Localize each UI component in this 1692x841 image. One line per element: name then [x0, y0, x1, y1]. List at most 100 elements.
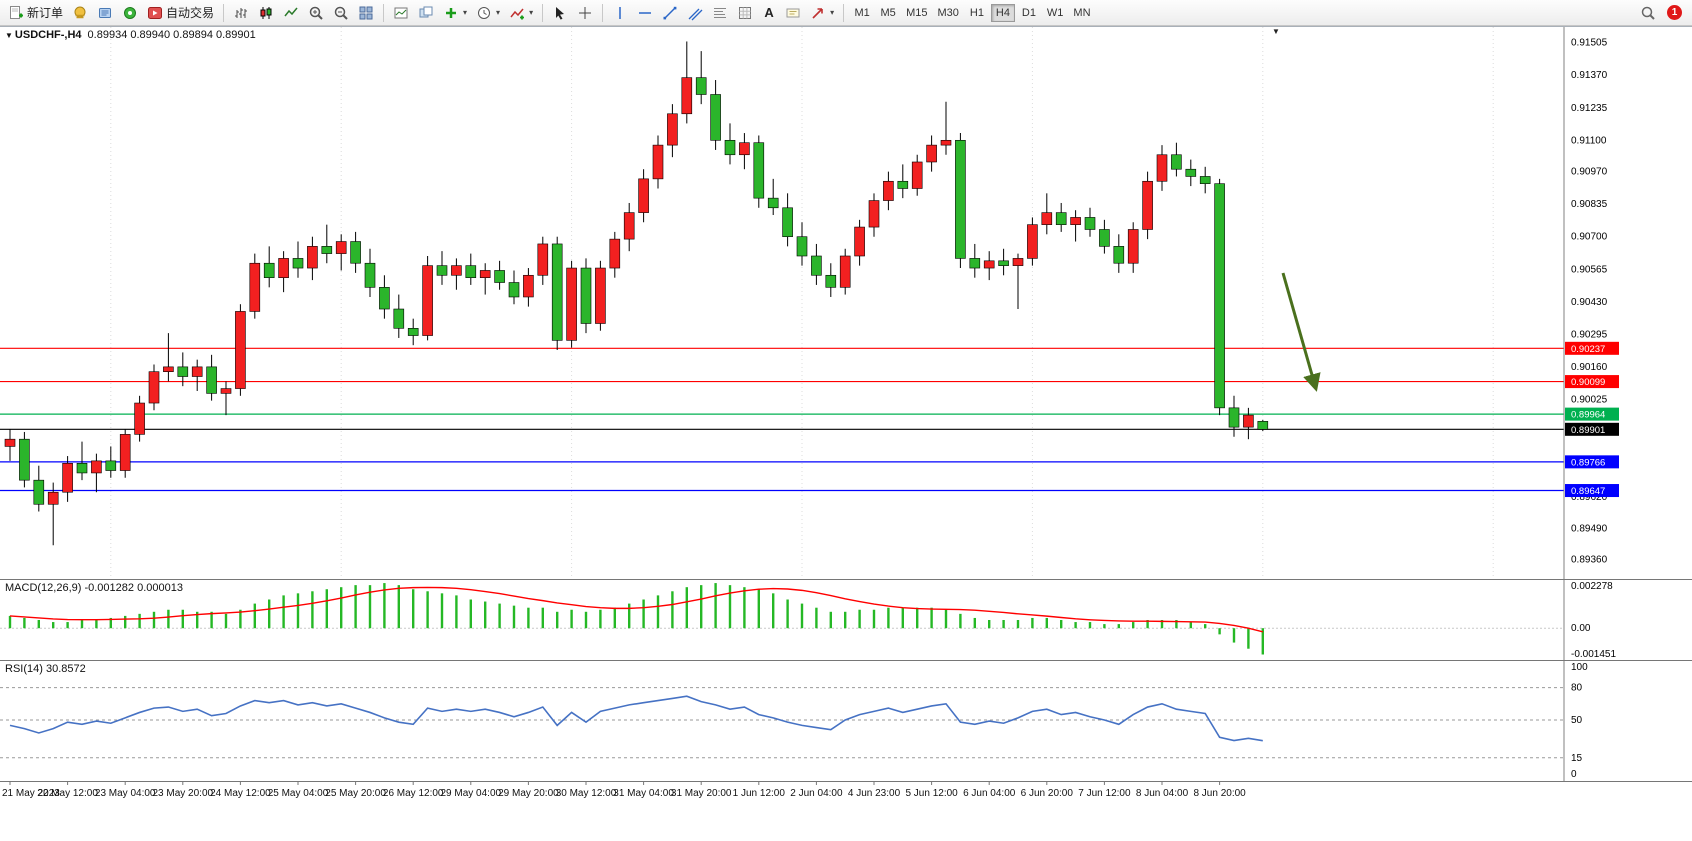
svg-text:30 May 12:00: 30 May 12:00 [556, 788, 617, 799]
cursor-icon [552, 5, 568, 21]
timeframe-M15[interactable]: M15 [902, 4, 931, 22]
new-order-icon [8, 5, 24, 21]
search-button[interactable] [1636, 2, 1660, 24]
timeframe-H1[interactable]: H1 [965, 4, 989, 22]
text-button[interactable]: A [758, 2, 780, 24]
data-window-button[interactable] [93, 2, 117, 24]
shapes-button[interactable] [733, 2, 757, 24]
svg-text:29 May 20:00: 29 May 20:00 [498, 788, 559, 799]
svg-text:0.89766: 0.89766 [1571, 457, 1605, 468]
timeframe-M30[interactable]: M30 [934, 4, 963, 22]
timeframe-group: M1 M5 M15 M30 H1 H4 D1 W1 MN [849, 3, 1095, 22]
bar-chart-button[interactable] [229, 2, 253, 24]
tile-windows-button[interactable] [354, 2, 378, 24]
timeframe-M1[interactable]: M1 [850, 4, 874, 22]
svg-text:0.002278: 0.002278 [1571, 581, 1613, 592]
indicators-dropdown[interactable]: ▾ [505, 2, 537, 24]
timeframe-M5[interactable]: M5 [876, 4, 900, 22]
fibonacci-button[interactable] [708, 2, 732, 24]
svg-text:100: 100 [1571, 662, 1588, 673]
line-chart-button[interactable] [279, 2, 303, 24]
svg-text:0.89647: 0.89647 [1571, 486, 1605, 497]
templates-icon [393, 5, 409, 21]
svg-text:15: 15 [1571, 753, 1583, 764]
toolbar-separator [602, 3, 604, 22]
rsi-pane[interactable]: 100 80 50 15 0 RSI(14) 30.8572 [0, 660, 1692, 781]
horizontal-line-icon [637, 5, 653, 21]
market-watch-button[interactable] [68, 2, 92, 24]
profiles-button[interactable] [414, 2, 438, 24]
chevron-down-icon: ▾ [463, 8, 468, 17]
chart-window: 0.91505 0.91370 0.91235 0.91100 0.90970 0.908… [0, 26, 1692, 841]
zoom-in-button[interactable] [304, 2, 328, 24]
main-toolbar: 新订单 自动交易 ▾ ▾ ▾ A ▾ M1 M5 M15 M30 H1 H4 D1 W1 MN … [0, 0, 1692, 26]
navigator-button[interactable] [118, 2, 142, 24]
timeframe-H4[interactable]: H4 [990, 3, 1015, 22]
timeframe-D1[interactable]: D1 [1017, 4, 1041, 22]
svg-text:21 May 2023: 21 May 2023 [2, 788, 60, 799]
zoom-in-icon [308, 5, 324, 21]
new-chart-dropdown[interactable]: ▾ [439, 2, 471, 24]
indicators-icon [509, 5, 525, 21]
svg-text:0: 0 [1571, 769, 1577, 780]
toolbar-separator [383, 3, 385, 22]
window-collapse-icon[interactable]: ▼ [1272, 27, 1280, 36]
svg-text:0.90237: 0.90237 [1571, 344, 1605, 355]
arrows-dropdown[interactable]: ▾ [806, 2, 838, 24]
svg-text:22 May 12:00: 22 May 12:00 [37, 788, 98, 799]
chevron-down-icon: ▾ [496, 8, 501, 17]
cursor-button[interactable] [548, 2, 572, 24]
svg-text:4 Jun 23:00: 4 Jun 23:00 [848, 788, 901, 799]
tile-windows-icon [358, 5, 374, 21]
crosshair-button[interactable] [573, 2, 597, 24]
autotrading-button[interactable]: 自动交易 [143, 2, 218, 24]
fibonacci-icon [712, 5, 728, 21]
svg-text:0.89490: 0.89490 [1571, 523, 1608, 534]
svg-text:0.90025: 0.90025 [1571, 394, 1608, 405]
autotrading-icon [147, 5, 163, 21]
svg-text:7 Jun 12:00: 7 Jun 12:00 [1078, 788, 1131, 799]
zoom-out-icon [333, 5, 349, 21]
svg-text:0.91235: 0.91235 [1571, 103, 1608, 114]
macd-pane[interactable]: 0.002278 0.00 -0.001451 MACD(12,26,9) -0.0… [0, 579, 1692, 660]
time-axis[interactable]: 21 May 2023 22 May 12:00 23 May 04:00 23 Ma… [0, 781, 1692, 803]
vertical-line-icon [612, 5, 628, 21]
svg-text:0.90295: 0.90295 [1571, 329, 1608, 340]
zoom-out-button[interactable] [329, 2, 353, 24]
text-label-button[interactable] [781, 2, 805, 24]
price-chart-canvas[interactable]: 0.91505 0.91370 0.91235 0.91100 0.90970 0.908… [0, 27, 1692, 579]
periods-dropdown[interactable]: ▾ [472, 2, 504, 24]
svg-text:50: 50 [1571, 715, 1583, 726]
svg-text:0.90160: 0.90160 [1571, 362, 1608, 373]
macd-chart-canvas[interactable]: 0.002278 0.00 -0.001451 [0, 580, 1692, 660]
svg-text:0.91370: 0.91370 [1571, 70, 1608, 81]
svg-text:5 Jun 12:00: 5 Jun 12:00 [905, 788, 958, 799]
profiles-icon [418, 5, 434, 21]
alerts-badge[interactable]: 1 [1667, 5, 1682, 20]
timeframe-W1[interactable]: W1 [1043, 4, 1068, 22]
trendline-button[interactable] [658, 2, 682, 24]
channel-button[interactable] [683, 2, 707, 24]
svg-text:0.90970: 0.90970 [1571, 167, 1608, 178]
svg-text:6 Jun 20:00: 6 Jun 20:00 [1021, 788, 1074, 799]
bar-chart-icon [233, 5, 249, 21]
svg-text:31 May 04:00: 31 May 04:00 [613, 788, 674, 799]
horizontal-line-button[interactable] [633, 2, 657, 24]
line-chart-icon [283, 5, 299, 21]
vertical-line-button[interactable] [608, 2, 632, 24]
timeframe-MN[interactable]: MN [1069, 4, 1094, 22]
autotrading-label: 自动交易 [166, 6, 215, 20]
crosshair-icon [577, 5, 593, 21]
svg-text:0.90700: 0.90700 [1571, 232, 1608, 243]
price-pane[interactable]: 0.91505 0.91370 0.91235 0.91100 0.90970 0.908… [0, 27, 1692, 579]
rsi-chart-canvas[interactable]: 100 80 50 15 0 [0, 661, 1692, 781]
svg-text:0.90099: 0.90099 [1571, 377, 1605, 388]
svg-text:6 Jun 04:00: 6 Jun 04:00 [963, 788, 1016, 799]
ohlc-readout: 0.89934 0.89940 0.89894 0.89901 [87, 29, 256, 41]
candlestick-chart-button[interactable] [254, 2, 278, 24]
templates-button[interactable] [389, 2, 413, 24]
symbol-caret-icon[interactable]: ▼ [5, 31, 13, 40]
new-order-button[interactable]: 新订单 [4, 2, 67, 24]
clock-icon [476, 5, 492, 21]
